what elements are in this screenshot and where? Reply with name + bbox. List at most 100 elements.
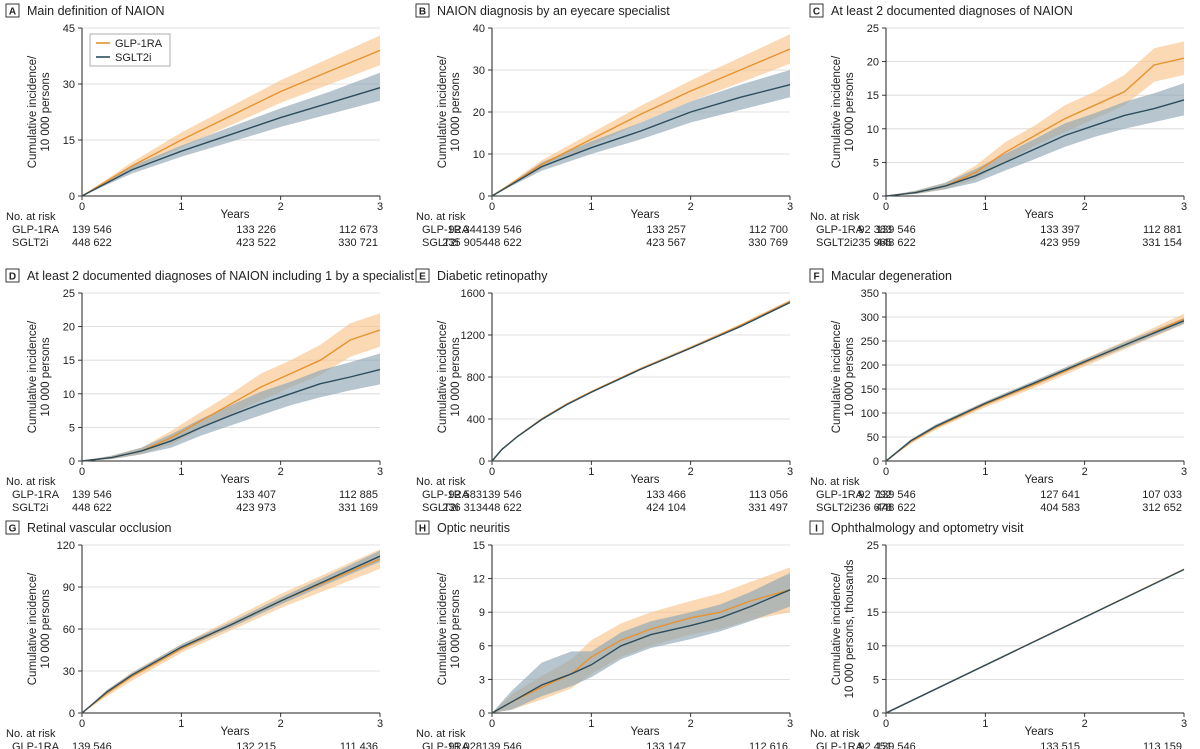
risk-value-sglt: 448 622 (72, 237, 112, 249)
x-tick-label: 1 (178, 718, 184, 730)
panel-letter-box (809, 520, 824, 535)
ci-band-glp (886, 313, 1184, 461)
ci-band-sglt (886, 83, 1184, 196)
y-tick-label: 15 (867, 607, 879, 619)
series-line-sglt (491, 84, 791, 197)
x-tick-label: 0 (489, 201, 495, 213)
risk-label-glp: GLP-1RA (422, 224, 470, 236)
series-line-glp (491, 300, 791, 462)
series-line-sglt (885, 99, 1185, 197)
y-axis-label-line: 10 000 persons (40, 72, 52, 152)
x-tick-label: 0 (79, 718, 85, 730)
x-tick-label: 2 (278, 201, 284, 213)
y-tick-label: 0 (479, 191, 485, 203)
y-tick-label: 120 (57, 540, 75, 552)
y-axis-label: Cumulative incidence/10 000 persons (831, 55, 856, 168)
y-tick-label: 0 (69, 191, 75, 203)
risk-value-glp: 133 257 (646, 224, 686, 236)
x-tick-label: 2 (688, 718, 694, 730)
panel-title: At least 2 documented diagnoses of NAION (831, 4, 1073, 18)
y-tick-label: 40 (473, 23, 485, 35)
x-axis-label: Years (1025, 474, 1054, 486)
legend: GLP-1RA SGLT2i (89, 33, 171, 67)
x-tick-label: 1 (178, 466, 184, 478)
risk-label-sglt: SGLT2i (816, 237, 852, 249)
y-axis-label-line: Cumulative incidence/ (831, 572, 843, 685)
x-tick-label: 0 (489, 718, 495, 730)
panel-letter-box (415, 268, 430, 283)
x-tick-label: 2 (1082, 201, 1088, 213)
y-tick-label: 20 (867, 574, 879, 586)
ci-band-sglt (886, 318, 1184, 461)
legend-label-sglt: SGLT2i (115, 52, 151, 64)
series-line-sglt (491, 589, 791, 714)
risk-value-glp: 107 033 (1142, 489, 1182, 501)
x-tick-label: 2 (1082, 718, 1088, 730)
risk-header: No. at risk (6, 211, 56, 223)
risk-value-sglt: 448 622 (876, 502, 916, 514)
risk-value-glp: 112 673 (339, 224, 378, 236)
risk-value-sglt: 424 104 (646, 502, 686, 514)
panel-title: Retinal vascular occlusion (27, 521, 172, 535)
risk-value-glp: 133 226 (236, 224, 276, 236)
y-axis-label: Cumulative incidence/10 000 persons (831, 320, 856, 433)
risk-label-sglt: SGLT2i (422, 502, 458, 514)
panel-letter: G (9, 524, 17, 535)
x-tick-label: 0 (883, 718, 889, 730)
y-tick-label: 0 (69, 708, 75, 720)
x-tick-label: 2 (278, 466, 284, 478)
y-tick-label: 200 (861, 360, 879, 372)
risk-value-sglt: 330 769 (748, 237, 788, 249)
series-line-sglt (885, 568, 1185, 714)
panel-letter-box (5, 520, 20, 535)
risk-value-glp: 139 546 (72, 489, 112, 501)
panel-i: I Ophthalmology and optometry visit051015… (809, 520, 1187, 749)
y-tick-label: 20 (473, 107, 485, 119)
y-tick-label: 15 (63, 135, 75, 147)
risk-value-sglt: 404 583 (1040, 502, 1080, 514)
y-axis-label-line: Cumulative incidence/ (831, 320, 843, 433)
y-tick-label: 10 (867, 641, 879, 653)
ci-band-glp (886, 41, 1184, 197)
risk-label-glp: GLP-1RA (816, 489, 864, 501)
y-axis-label: Cumulative incidence/10 000 persons (437, 55, 462, 168)
risk-value-sglt: 423 522 (236, 237, 276, 249)
x-tick-label: 2 (688, 466, 694, 478)
y-axis-label-line: 10 000 persons (40, 589, 52, 669)
risk-label-sglt: SGLT2i (816, 502, 852, 514)
risk-value-glp: 92 583 (448, 489, 482, 501)
y-tick-label: 45 (63, 23, 75, 35)
panel-title: NAION diagnosis by an eyecare specialist (437, 4, 670, 18)
risk-header: No. at risk (6, 728, 56, 740)
y-tick-label: 20 (63, 322, 75, 334)
x-tick-label: 3 (1181, 466, 1187, 478)
x-tick-label: 1 (588, 466, 594, 478)
risk-value-sglt: 448 622 (482, 237, 522, 249)
y-tick-label: 15 (63, 355, 75, 367)
y-tick-label: 12 (473, 574, 485, 586)
risk-label-glp: GLP-1RA (422, 489, 470, 501)
risk-value-glp: 139 546 (482, 224, 522, 236)
y-tick-label: 350 (861, 288, 879, 300)
x-tick-label: 1 (982, 201, 988, 213)
series-line-sglt (81, 368, 381, 462)
risk-value-glp: 92 344 (448, 224, 482, 236)
y-axis-label: Cumulative incidence/10 000 persons (437, 572, 462, 685)
y-tick-label: 300 (861, 312, 879, 324)
y-tick-label: 30 (473, 65, 485, 77)
series-line-sglt (81, 555, 381, 714)
panel-title: At least 2 documented diagnoses of NAION… (27, 269, 415, 283)
risk-value-glp: 139 546 (482, 489, 522, 501)
x-axis-label: Years (631, 209, 660, 221)
panel-letter: B (419, 7, 426, 18)
x-tick-label: 3 (1181, 201, 1187, 213)
y-tick-label: 90 (63, 582, 75, 594)
risk-value-sglt: 423 959 (1040, 237, 1080, 249)
y-tick-label: 400 (467, 414, 485, 426)
